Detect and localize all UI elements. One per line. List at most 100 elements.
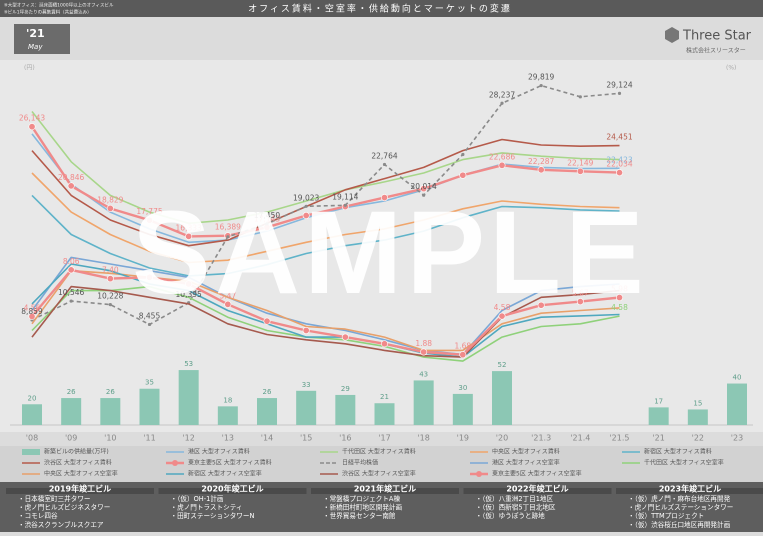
bar-label: 26 [263, 388, 272, 396]
bar [648, 407, 669, 425]
marker [304, 204, 308, 208]
marker [341, 333, 349, 341]
marker [67, 182, 75, 190]
legend-label: 中央区 大型オフィス賃料 [492, 448, 560, 456]
marker [343, 203, 347, 207]
bar-label: 15 [693, 399, 702, 407]
line [31, 194, 620, 277]
value-label: 24,451 [606, 133, 632, 142]
marker [146, 216, 154, 224]
marker [263, 317, 271, 325]
value-label: 4.58 [611, 303, 628, 312]
bar-label: 40 [733, 374, 742, 382]
badge-month: May [28, 43, 43, 51]
value-label: 8.06 [63, 257, 80, 266]
value-label: 19,023 [293, 193, 319, 202]
x-tick-label: '12 [182, 434, 194, 443]
bar-label: 33 [302, 381, 311, 389]
marker [146, 273, 154, 281]
value-label: 22,423 [606, 155, 632, 164]
building-item: ・渋谷スクランブルスクエア [18, 520, 104, 529]
building-item: ・常盤橋プロジェクトA棟 [323, 494, 400, 503]
x-tick-label: '17 [378, 434, 390, 443]
value-label: 20,014 [411, 182, 437, 191]
marker [382, 162, 387, 167]
marker [69, 299, 73, 303]
marker [578, 95, 582, 99]
x-tick-label: '20 [496, 434, 508, 443]
bar [296, 390, 317, 425]
value-label: 4.56 [24, 303, 41, 312]
building-tab [616, 482, 763, 494]
bar [61, 398, 82, 425]
bar [687, 409, 708, 425]
value-label: 26,143 [19, 114, 45, 123]
marker [380, 340, 388, 348]
building-item: ・新橋田村町地区開発計画 [323, 503, 402, 512]
lines [28, 83, 623, 362]
marker [185, 232, 193, 240]
legend-marker [476, 471, 482, 477]
bar-label: 43 [419, 370, 428, 378]
bar [727, 383, 747, 425]
bar-label: 21 [380, 393, 389, 401]
marker [537, 301, 545, 309]
building-item: ・虎ノ門トラストシティ [171, 503, 243, 512]
legend-swatch [22, 449, 40, 455]
value-label: 22,149 [567, 158, 593, 167]
bar-label: 30 [458, 384, 467, 392]
legend-label: 港区 大型オフィス賃料 [188, 448, 250, 456]
marker [265, 222, 269, 226]
legend-label: 東京主要5区 大型オフィス空室率 [492, 470, 582, 478]
value-label: 16,333 [176, 223, 202, 232]
marker [537, 166, 545, 174]
company-name: 株式会社スリースター [686, 47, 746, 55]
marker [539, 83, 543, 88]
bar-label: 52 [498, 361, 507, 369]
value-label: 28,237 [489, 90, 515, 99]
marker [461, 152, 465, 157]
building-tab [6, 482, 154, 494]
date-badge [14, 24, 70, 54]
line [31, 285, 620, 358]
bar [492, 371, 512, 425]
value-label: 22,034 [606, 160, 632, 169]
marker [459, 351, 467, 359]
bar [452, 393, 473, 425]
building-tab [158, 482, 307, 494]
marker [498, 312, 506, 320]
line [31, 84, 620, 326]
legend-label: 千代田区 大型オフィス空室率 [644, 459, 724, 467]
marker [302, 326, 310, 334]
building-item: ・（仮）西新宿5丁目北地区 [476, 503, 556, 512]
x-tick-label: '16 [339, 434, 351, 443]
watermark: SAMPLE [132, 187, 648, 319]
marker [615, 294, 623, 302]
x-tick-label: '14 [261, 434, 273, 443]
line [31, 133, 620, 244]
marker [106, 204, 114, 212]
value-label: 17,450 [254, 211, 280, 220]
bar [217, 406, 238, 425]
x-tick-label: '22 [692, 434, 704, 443]
x-tick-label: '13 [222, 434, 234, 443]
bar-label: 18 [223, 396, 232, 404]
value-label: 10,546 [58, 288, 84, 297]
marker [615, 169, 623, 177]
building-year: 2020年竣工ビル [201, 484, 263, 494]
line [31, 269, 620, 352]
y-unit: (円) [24, 65, 35, 72]
value-label: 29,819 [528, 73, 554, 82]
bar-label: 53 [184, 360, 193, 368]
building-item: ・虎ノ門ヒルズビジネスタワー [18, 503, 110, 512]
line [31, 138, 620, 247]
bar [178, 370, 199, 425]
x-tick-label: '09 [65, 434, 77, 443]
header-bar [0, 0, 763, 17]
x-tick-label: '08 [26, 434, 38, 443]
bar-label: 26 [67, 388, 76, 396]
marker [420, 348, 428, 356]
bar [374, 403, 395, 425]
y2-unit: (%) [726, 65, 736, 72]
